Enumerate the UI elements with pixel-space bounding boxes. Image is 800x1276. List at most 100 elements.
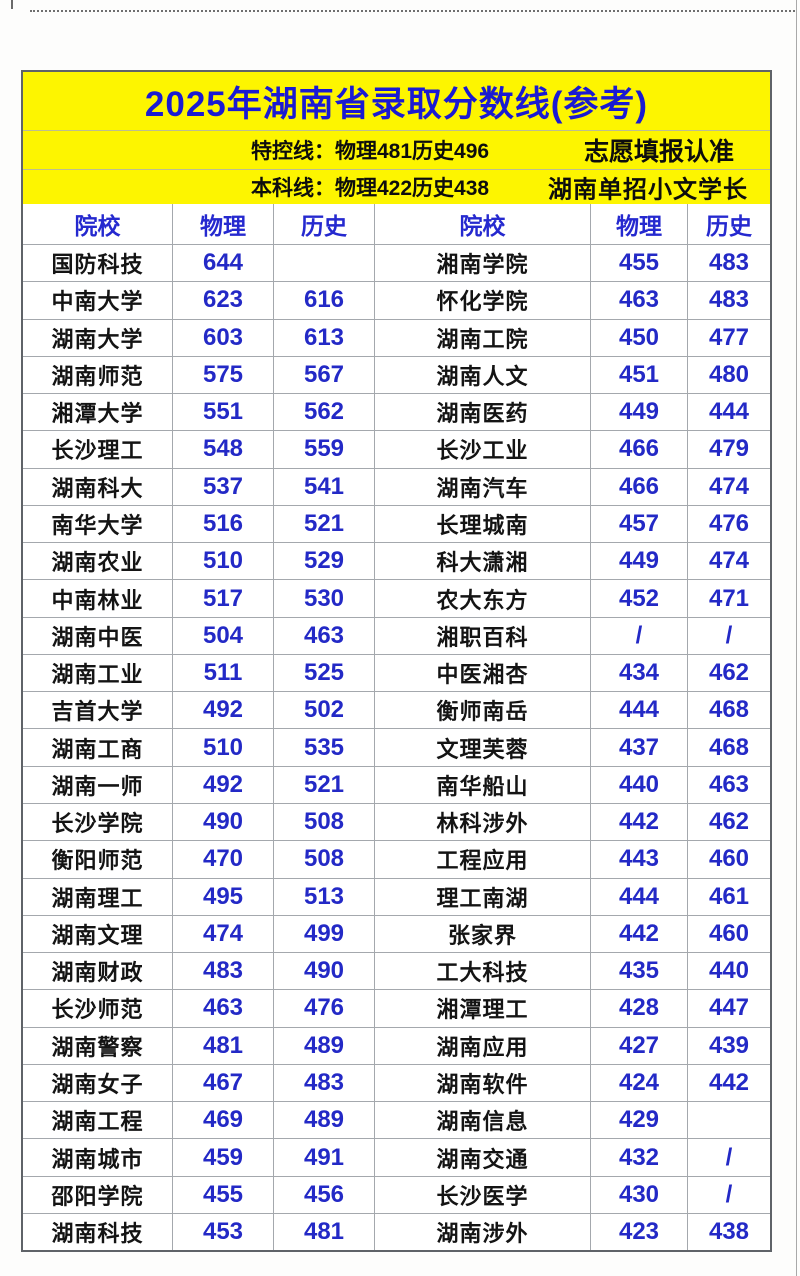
- score-value: 430: [590, 1176, 687, 1213]
- score-value: 449: [590, 543, 687, 580]
- score-value: 521: [273, 766, 374, 803]
- table-row: 湖南工业 511 525 中医湘杏 434 462: [23, 653, 770, 692]
- school-name: 国防科技: [51, 252, 144, 278]
- score-value: 502: [273, 692, 374, 729]
- score-value: 463: [273, 617, 374, 654]
- score-value: 511: [172, 654, 273, 692]
- score-value: 492: [172, 766, 273, 803]
- table-row: 长沙理工 548 559 长沙工业 466 479: [23, 430, 770, 468]
- school-name: 衡师南岳: [374, 692, 590, 729]
- table-row: 吉首大学 492 502 衡师南岳 444 468: [23, 691, 770, 729]
- school-name: 文理芙蓉: [374, 729, 590, 766]
- school-name: 湖南涉外: [374, 1213, 590, 1251]
- score-value: 479: [687, 431, 770, 468]
- score-value: 459: [172, 1139, 273, 1176]
- score-value: 495: [172, 878, 273, 915]
- school-name: 湖南师范: [51, 363, 144, 389]
- school-name: 湖南中医: [51, 624, 144, 650]
- score-value: 535: [273, 729, 374, 766]
- school-name: 南华大学: [51, 512, 144, 538]
- score-value: 467: [172, 1064, 273, 1102]
- score-value: 463: [590, 282, 687, 319]
- score-value: 483: [687, 245, 770, 282]
- school-name: 湖南工商: [51, 736, 144, 762]
- score-value: 516: [172, 505, 273, 543]
- score-value: 462: [687, 654, 770, 692]
- table-row: 湖南警察 481 489 湖南应用 427 439: [23, 1026, 770, 1064]
- school-name: 湘职百科: [374, 617, 590, 654]
- score-value: 442: [590, 915, 687, 953]
- score-value: 463: [172, 990, 273, 1027]
- school-name: 湖南工院: [374, 319, 590, 356]
- score-value: 483: [687, 282, 770, 319]
- score-value: 449: [590, 394, 687, 431]
- score-value: 435: [590, 953, 687, 990]
- score-value: 613: [273, 319, 374, 356]
- school-name: 湖南应用: [374, 1027, 590, 1064]
- table-row: 衡阳师范 470 508 工程应用 443 460: [23, 840, 770, 878]
- school-name: 长理城南: [374, 505, 590, 543]
- score-value: 575: [172, 356, 273, 394]
- score-value: 529: [273, 543, 374, 580]
- benke-line-text: 本科线：物理422历史438: [251, 177, 490, 200]
- score-value: 466: [590, 468, 687, 505]
- score-value: 476: [273, 990, 374, 1027]
- school-name: 长沙学院: [51, 811, 144, 837]
- score-value: 504: [172, 617, 273, 654]
- score-value: [687, 1102, 770, 1139]
- score-value: 444: [687, 394, 770, 431]
- school-name: 中医湘杏: [374, 654, 590, 692]
- score-value: 437: [590, 729, 687, 766]
- score-value: 510: [172, 543, 273, 580]
- school-name: 湖南理工: [51, 885, 144, 911]
- school-name: 湖南城市: [51, 1146, 144, 1172]
- school-name: 湖南医药: [374, 394, 590, 431]
- score-value: 429: [590, 1102, 687, 1139]
- score-value: 424: [590, 1064, 687, 1102]
- score-value: 491: [273, 1139, 374, 1176]
- score-value: 456: [273, 1176, 374, 1213]
- score-value: 447: [687, 990, 770, 1027]
- score-value: 483: [172, 953, 273, 990]
- table-row: 湘潭大学 551 562 湖南医药 449 444: [23, 393, 770, 431]
- school-name: 长沙理工: [51, 438, 144, 464]
- score-sheet: 2025年湖南省录取分数线(参考) 特控线：物理481历史496 志愿填报认准 …: [21, 70, 772, 1252]
- school-name: 湖南农业: [51, 550, 144, 576]
- score-value: 442: [687, 1064, 770, 1102]
- school-name: 湖南一师: [51, 773, 144, 799]
- school-name: 湖南财政: [51, 960, 144, 986]
- school-name: 衡阳师范: [51, 848, 144, 874]
- score-value: 499: [273, 915, 374, 953]
- score-value: 483: [273, 1064, 374, 1102]
- table-row: 邵阳学院 455 456 长沙医学 430/: [23, 1175, 770, 1213]
- score-value: 461: [687, 878, 770, 915]
- table-row: 中南大学 623 616 怀化学院 463 483: [23, 281, 770, 319]
- school-name: 农大东方: [374, 580, 590, 617]
- school-name: 怀化学院: [374, 282, 590, 319]
- score-value: 517: [172, 580, 273, 617]
- school-name: 长沙师范: [51, 997, 144, 1023]
- score-value: 432: [590, 1139, 687, 1176]
- score-value: 480: [687, 356, 770, 394]
- score-value: 439: [687, 1027, 770, 1064]
- school-name: 湘潭大学: [51, 401, 144, 427]
- table-row: 湖南农业 510 529 科大潇湘 449 474: [23, 542, 770, 580]
- score-value: 471: [687, 580, 770, 617]
- score-value: 451: [590, 356, 687, 394]
- score-value: 481: [273, 1213, 374, 1251]
- school-name: 科大潇湘: [374, 543, 590, 580]
- score-value: 427: [590, 1027, 687, 1064]
- school-name: 湘潭理工: [374, 990, 590, 1027]
- school-name: 工大科技: [374, 953, 590, 990]
- score-table-body: 国防科技 644 湘南学院 455 483 中南大学 623 616 怀化学院 463 483 湖南大…: [23, 244, 770, 1251]
- score-value: 623: [172, 282, 273, 319]
- school-name: 长沙工业: [374, 431, 590, 468]
- table-header: 院校 物理 历史 院校 物理 历史: [23, 204, 770, 244]
- table-row: 长沙师范 463 476 湘潭理工 428 447: [23, 989, 770, 1027]
- school-name: 湖南大学: [51, 326, 144, 352]
- score-value: 541: [273, 468, 374, 505]
- score-value: 508: [273, 841, 374, 878]
- page-edge-line: [796, 0, 797, 1276]
- score-value: 452: [590, 580, 687, 617]
- score-value: 537: [172, 468, 273, 505]
